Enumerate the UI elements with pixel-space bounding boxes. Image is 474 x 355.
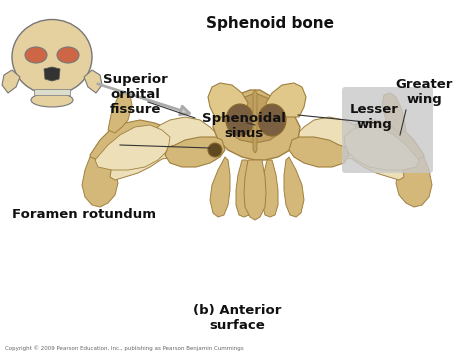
Text: Greater
wing: Greater wing [395,78,453,106]
Ellipse shape [57,47,79,63]
Ellipse shape [258,104,286,136]
Polygon shape [108,93,132,133]
Polygon shape [110,117,222,180]
Polygon shape [34,89,70,95]
FancyBboxPatch shape [342,87,433,173]
Ellipse shape [25,47,47,63]
Ellipse shape [226,104,254,136]
Text: Sphenoid bone: Sphenoid bone [206,16,334,31]
Polygon shape [244,160,266,220]
Polygon shape [82,157,118,207]
Polygon shape [344,125,419,170]
Polygon shape [213,90,300,160]
Polygon shape [266,83,306,117]
Polygon shape [90,120,170,170]
Text: Lesser
wing: Lesser wing [350,103,399,131]
Polygon shape [253,90,257,153]
Ellipse shape [208,143,222,157]
Polygon shape [208,83,248,117]
Ellipse shape [31,93,73,107]
Polygon shape [225,93,285,143]
Polygon shape [165,137,225,167]
Polygon shape [344,120,424,170]
Polygon shape [236,160,252,217]
Text: Foramen rotundum: Foramen rotundum [12,208,156,221]
Text: Sphenoidal
sinus: Sphenoidal sinus [202,112,286,140]
Text: Copyright © 2009 Pearson Education, Inc., publishing as Pearson Benjamin Cumming: Copyright © 2009 Pearson Education, Inc.… [5,345,244,351]
Polygon shape [396,157,432,207]
Polygon shape [292,117,404,180]
Polygon shape [84,70,102,93]
Polygon shape [289,137,349,167]
Text: (b) Anterior
surface: (b) Anterior surface [193,304,281,332]
Polygon shape [284,157,304,217]
Polygon shape [262,160,278,217]
Polygon shape [382,93,406,133]
Polygon shape [95,125,170,170]
Ellipse shape [12,20,92,94]
Text: Superior
orbital
fissure: Superior orbital fissure [103,72,167,116]
Polygon shape [2,70,20,93]
Polygon shape [210,157,230,217]
Polygon shape [44,67,60,81]
